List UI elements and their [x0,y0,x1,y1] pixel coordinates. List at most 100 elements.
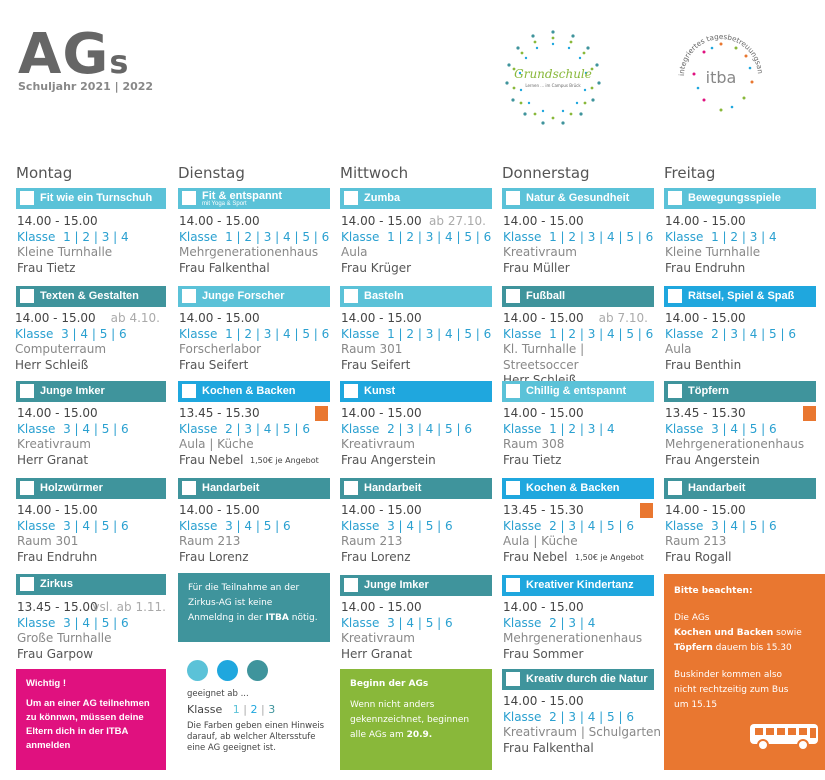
checkbox[interactable] [506,191,520,205]
ag-header[interactable]: Kunst [340,381,492,402]
itba-logo: integriertes tagesbetreuungsangebot itba [662,9,778,128]
zirkus-note: Für die Teilnahme an der Zirkus-AG ist k… [178,573,330,642]
checkbox[interactable] [344,191,358,205]
ag-details: 14.00 - 15.00 Klasse 1 | 2 | 3 | 4 Raum … [503,406,615,467]
checkbox[interactable] [506,578,520,592]
ag-header[interactable]: Kochen & Backen [178,381,330,402]
ag-header[interactable]: Junge Imker [16,381,166,402]
ag-details: 13.45 - 15.00 vsl. ab 1.11. Klasse 3 | 4 … [17,600,166,661]
ag-details: 14.00 - 15.00 Klasse 1 | 2 | 3 | 4 Klein… [17,214,129,275]
checkbox[interactable] [506,289,520,303]
ag-header[interactable]: Chillig & entspannt [502,381,654,402]
checkbox[interactable] [344,578,358,592]
ag-details: 14.00 - 15.00 ab 7.10. Klasse 1 | 2 | 3 |… [503,311,654,387]
ag-header[interactable]: Holzwürmer [16,478,166,499]
checkbox[interactable] [506,672,520,686]
svg-text:Lernen ... im Campus Brück: Lernen ... im Campus Brück [525,83,581,88]
legend-circle-teal [247,660,268,681]
ag-header[interactable]: Kochen & Backen [502,478,654,499]
ag-header[interactable]: Kreativer Kindertanz [502,575,654,596]
checkbox[interactable] [20,289,34,303]
ag-header[interactable]: Rätsel, Spiel & Spaß [664,286,816,307]
checkbox[interactable] [20,577,34,591]
day-header-mittwoch: Mittwoch [340,164,409,182]
checkbox[interactable] [20,191,34,205]
ag-details: 14.00 - 15.00 Klasse 3 | 4 | 5 | 6 Raum … [179,503,291,564]
ag-header[interactable]: Natur & Gesundheit [502,188,654,209]
page-title: AGs [18,22,130,87]
grundschule-logo: Grundschule Lernen ... im Campus Brück [503,28,603,128]
day-header-donnerstag: Donnerstag [502,164,590,182]
important-notice: Wichtig ! Um an einer AG teilnehmen zu k… [16,669,166,770]
ag-details: 13.45 - 15.30 Klasse 3 | 4 | 5 | 6 Mehrg… [665,406,805,467]
ag-details: 14.00 - 15.00 Klasse 1 | 2 | 3 | 4 Klein… [665,214,777,275]
ag-details: 14.00 - 15.00 Klasse 3 | 4 | 5 | 6 Kreat… [341,600,453,661]
legend-circle-light [187,660,208,681]
svg-text:itba: itba [706,68,737,87]
checkbox[interactable] [668,191,682,205]
checkbox[interactable] [668,289,682,303]
ag-details: 14.00 - 15.00 Klasse 3 | 4 | 5 | 6 Raum … [665,503,777,564]
ag-details: 14.00 - 15.00 Klasse 2 | 3 | 4 | 5 | 6 K… [503,694,662,755]
ag-header[interactable]: Töpfern [664,381,816,402]
school-year: Schuljahr 2021 | 2022 [18,80,154,93]
ag-header[interactable]: Junge Forscher [178,286,330,307]
checkbox[interactable] [20,481,34,495]
day-header-dienstag: Dienstag [178,164,245,182]
ag-header[interactable]: Fit wie ein Turnschuh [16,188,166,209]
day-header-freitag: Freitag [664,164,716,182]
checkbox[interactable] [344,384,358,398]
ag-details: 14.00 - 15.00 ab 27.10. Klasse 1 | 2 | 3 … [341,214,492,275]
legend-text: Die Farben geben einen Hinweis darauf, a… [187,721,325,753]
checkbox[interactable] [344,289,358,303]
ag-details: 14.00 - 15.00 Klasse 1 | 2 | 3 | 4 | 5 |… [503,214,654,275]
orange-marker [315,406,328,421]
ag-details: 14.00 - 15.00 Klasse 1 | 2 | 3 | 4 | 5 |… [179,311,330,372]
ag-details: 14.00 - 15.00 Klasse 2 | 3 | 4 | 5 | 6 K… [341,406,472,467]
ag-header[interactable]: Fußball [502,286,654,307]
ag-details: 14.00 - 15.00 Klasse 3 | 4 | 5 | 6 Kreat… [17,406,129,467]
ag-details: 13.45 - 15.30 Klasse 2 | 3 | 4 | 5 | 6 A… [503,503,634,564]
ag-details: 14.00 - 15.00 Klasse 2 | 3 | 4 | 5 | 6 A… [665,311,796,372]
checkbox[interactable] [182,191,196,205]
checkbox[interactable] [668,481,682,495]
ag-header[interactable]: Fit & entspannt mit Yoga & Sport [178,188,330,209]
ag-header[interactable]: Handarbeit [340,478,492,499]
price-note: 1,50€ je Angebot [575,553,644,562]
ag-header[interactable]: Texten & Gestalten [16,286,166,307]
checkbox[interactable] [182,481,196,495]
legend-grades: Klasse 1 | 2 | 3 [187,703,276,716]
ag-header[interactable]: Handarbeit [178,478,330,499]
ag-details: 14.00 - 15.00 Klasse 3 | 4 | 5 | 6 Raum … [341,503,453,564]
checkbox[interactable] [20,384,34,398]
ag-details: 14.00 - 15.00 Klasse 3 | 4 | 5 | 6 Raum … [17,503,129,564]
checkbox[interactable] [506,384,520,398]
bus-icon [750,724,818,751]
checkbox[interactable] [182,289,196,303]
ag-details: 14.00 - 15.00 Klasse 1 | 2 | 3 | 4 | 5 |… [341,311,492,372]
checkbox[interactable] [344,481,358,495]
orange-marker [803,406,816,421]
ag-details: 14.00 - 15.00 ab 4.10. Klasse 3 | 4 | 5 |… [15,311,160,372]
day-header-montag: Montag [16,164,73,182]
checkbox[interactable] [668,384,682,398]
checkbox[interactable] [506,481,520,495]
ag-header[interactable]: Bewegungsspiele [664,188,816,209]
ag-header[interactable]: Junge Imker [340,575,492,596]
svg-text:Grundschule: Grundschule [514,67,592,81]
ag-header[interactable]: Zirkus [16,574,166,595]
price-note: 1,50€ je Angebot [250,456,319,465]
ag-header[interactable]: Kreativ durch die Natur [502,669,654,690]
checkbox[interactable] [182,384,196,398]
ag-details: 13.45 - 15.30 Klasse 2 | 3 | 4 | 5 | 6 A… [179,406,310,467]
please-note-box: Bitte beachten: Die AGs Kochen und Backe… [664,574,825,770]
ag-header[interactable]: Zumba [340,188,492,209]
ag-details: 14.00 - 15.00 Klasse 2 | 3 | 4 Mehrgener… [503,600,643,661]
start-note: Beginn der AGs Wenn nicht anders gekennz… [340,669,492,770]
legend-suited: geeignet ab ... [187,689,249,699]
orange-marker [640,503,653,518]
ag-details: 14.00 - 15.00 Klasse 1 | 2 | 3 | 4 | 5 |… [179,214,330,275]
legend-circle-blue [217,660,238,681]
ag-header[interactable]: Handarbeit [664,478,816,499]
ag-header[interactable]: Basteln [340,286,492,307]
